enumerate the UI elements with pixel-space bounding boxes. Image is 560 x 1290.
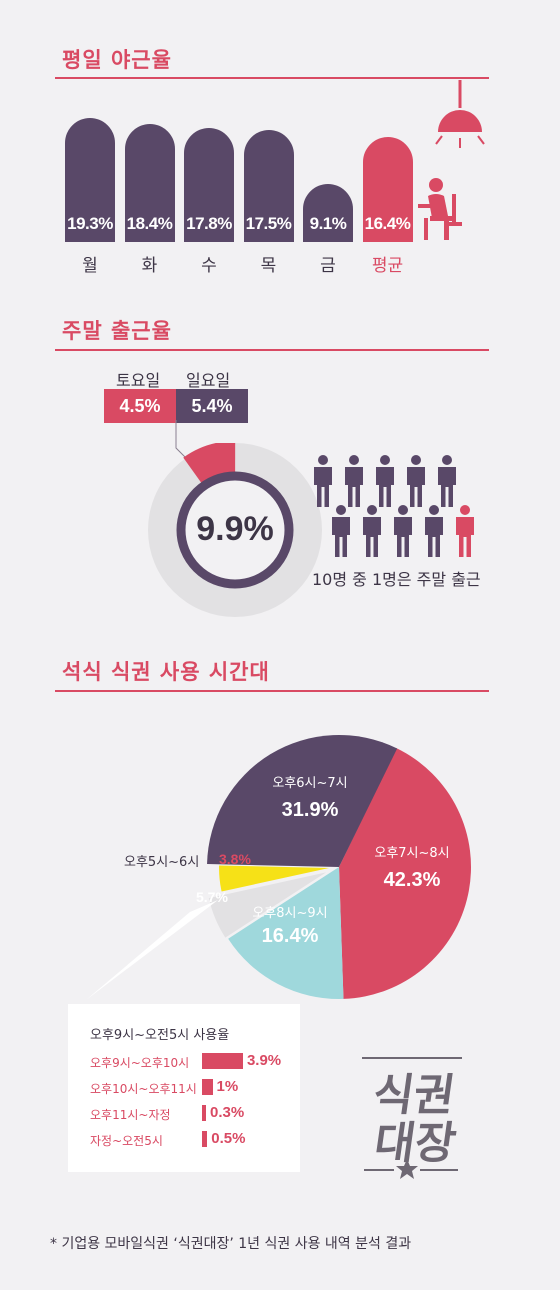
bar-value-label: 9.1%: [309, 213, 347, 233]
inset-pointer: [86, 900, 218, 1000]
star-icon: [396, 1159, 418, 1179]
bar-value-label: 17.8%: [186, 213, 232, 233]
slice-name-8-9: 오후8시~9시: [252, 906, 328, 921]
slice-name-7-8: 오후7시~8시: [374, 846, 450, 861]
logo-line2: 대장: [371, 1118, 459, 1169]
donut-center-value: 9.9%: [196, 510, 274, 548]
slice-label-8-9: 오후8시~9시 16.4%: [240, 902, 340, 948]
inset-row-bar: [202, 1079, 213, 1095]
people-pictogram: [308, 455, 478, 565]
bar-0: 19.3%: [65, 118, 115, 242]
weekend-donut-chart: [148, 443, 322, 617]
inset-row-label: 오후9시~오후10시: [90, 1056, 190, 1070]
inset-row-label: 오후11시~자정: [90, 1108, 171, 1122]
weekend-section-divider: [55, 349, 489, 351]
slice-value-5-6: 3.8%: [219, 851, 251, 867]
pie-slice-2: [208, 872, 327, 938]
pie-slice-1: [228, 867, 344, 999]
slice-value-8-9: 16.4%: [261, 925, 319, 947]
person-icon: [436, 455, 458, 511]
bar-2: 17.8%: [184, 128, 234, 242]
bar-value-label: 18.4%: [126, 213, 173, 233]
slice-label-7-8: 오후7시~8시 42.3%: [362, 842, 462, 892]
weekend-work-title: 주말 출근율: [62, 319, 172, 343]
sunday-value: 5.4%: [176, 389, 248, 423]
inset-title: 오후9시~오전5시 사용율: [90, 1028, 230, 1043]
sunday-label: 일요일: [186, 371, 231, 390]
inset-row-bar: [202, 1131, 208, 1147]
inset-row-value: 0.5%: [211, 1130, 246, 1147]
footnote: * 기업용 모바일식권 ‘식권대장’ 1년 식권 사용 내역 분석 결과: [50, 1236, 412, 1252]
day-label: 평균: [371, 256, 404, 276]
inset-row-value: 1%: [216, 1078, 239, 1095]
office-worker-icon: [418, 178, 462, 240]
pie-slice-4: [207, 735, 398, 867]
slice-value-6-7: 31.9%: [281, 799, 339, 821]
day-label: 목: [260, 256, 277, 276]
siggwondaejang-logo: 식권 대장: [362, 1057, 462, 1179]
weekday-section-divider: [55, 77, 489, 79]
logo-line1: 식권: [370, 1070, 458, 1121]
meal-time-pie-chart: [86, 735, 472, 1000]
slice-value-9-5: 5.7%: [196, 889, 228, 905]
pie-slice-3: [219, 865, 330, 892]
late-night-inset: 오후9시~오전5시 사용율 오후9시~오후10시 3.9% 오후10시~오후11시 1…: [68, 1004, 300, 1172]
person-icon: [343, 455, 365, 511]
inset-row-value: 0.3%: [210, 1104, 245, 1121]
day-label: 화: [141, 256, 158, 276]
saturday-value: 4.5%: [104, 389, 176, 423]
person-icon: [454, 505, 476, 561]
person-icon: [405, 455, 427, 511]
person-icon: [361, 505, 383, 561]
day-label: 금: [320, 256, 336, 276]
saturday-label: 토요일: [116, 371, 161, 390]
bar-value-label: 19.3%: [67, 213, 113, 233]
bar-3: 17.5%: [243, 130, 294, 242]
person-icon: [330, 505, 352, 561]
inset-row-label: 오후10시~오후11시: [90, 1082, 197, 1096]
pie-slice-0: [339, 748, 472, 999]
person-icon: [423, 505, 445, 561]
meal-section-divider: [55, 690, 489, 692]
day-label: 수: [201, 256, 217, 276]
person-icon: [374, 455, 396, 511]
desk-lamp-icon: [435, 80, 485, 148]
weekday-overtime-title: 평일 야근율: [62, 48, 172, 72]
inset-row-bar: [202, 1053, 243, 1069]
inset-row-label: 자정~오전5시: [90, 1134, 163, 1148]
bar-value-label: 17.5%: [245, 214, 292, 233]
people-caption: 10명 중 1명은 주말 출근: [312, 570, 481, 589]
meal-time-title: 석식 식권 사용 시간대: [62, 660, 270, 684]
bar-4: 9.1%: [303, 183, 353, 242]
inset-row-bar: [202, 1105, 206, 1121]
day-label: 월: [82, 256, 98, 276]
bar-value-label: 16.4%: [364, 213, 411, 233]
person-icon: [392, 505, 414, 561]
donut-inner-ring: [176, 471, 294, 589]
slice-value-7-8: 42.3%: [383, 869, 441, 891]
slice-name-5-6: 오후5시~6시: [124, 855, 200, 870]
person-icon: [312, 455, 334, 511]
inset-row-value: 3.9%: [246, 1052, 282, 1069]
slice-label-6-7: 오후6시~7시 31.9%: [260, 772, 360, 822]
bar-1: 18.4%: [124, 124, 175, 242]
slice-name-6-7: 오후6시~7시: [272, 776, 348, 791]
bar-5: 16.4%: [362, 137, 413, 242]
weekday-bar-chart: 19.3% 18.4% 17.8% 17.5% 9.1% 16.4%: [0, 0, 560, 245]
